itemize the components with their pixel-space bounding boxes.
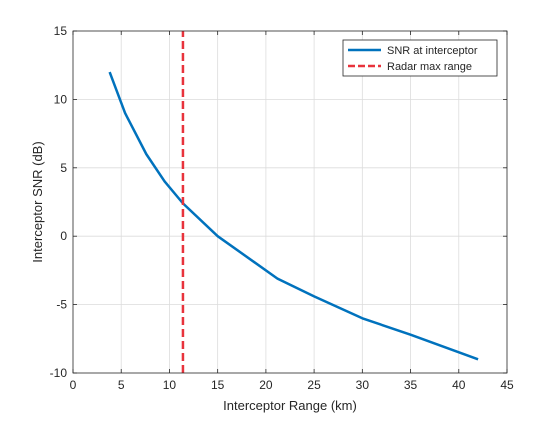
- series-line-snr-at-interceptor: [108, 71, 479, 361]
- axis-ticks: 0 5 10 15 20 25 30 35 40 45 -10 -5 0 5 10 15: [50, 24, 514, 392]
- x-tick-label: 30: [356, 378, 370, 392]
- y-tick-label: -5: [56, 298, 67, 312]
- y-tick-label: -10: [50, 366, 68, 380]
- x-tick-label: 40: [452, 378, 466, 392]
- y-tick-label: 10: [54, 92, 68, 106]
- x-tick-label: 45: [500, 378, 514, 392]
- legend: SNR at interceptor Radar max range: [342, 39, 498, 77]
- x-tick-label: 0: [70, 378, 77, 392]
- legend-box: [342, 39, 498, 77]
- x-tick-label: 10: [163, 378, 177, 392]
- y-tick-label: 0: [60, 229, 67, 243]
- x-tick-label: 5: [118, 378, 125, 392]
- y-tick-label: 5: [60, 161, 67, 175]
- x-tick-label: 25: [307, 378, 321, 392]
- x-tick-label: 20: [259, 378, 273, 392]
- legend-label: Radar max range: [387, 61, 472, 73]
- axes-box: [72, 30, 508, 374]
- y-axis-label: Interceptor SNR (dB): [30, 141, 45, 262]
- plot-series: [108, 31, 479, 373]
- x-tick-label: 15: [211, 378, 225, 392]
- legend-label: SNR at interceptor: [387, 45, 478, 57]
- x-tick-label: 35: [404, 378, 418, 392]
- y-tick-label: 15: [54, 24, 68, 38]
- x-axis-label: Interceptor Range (km): [223, 398, 357, 413]
- grid-lines: [73, 31, 507, 373]
